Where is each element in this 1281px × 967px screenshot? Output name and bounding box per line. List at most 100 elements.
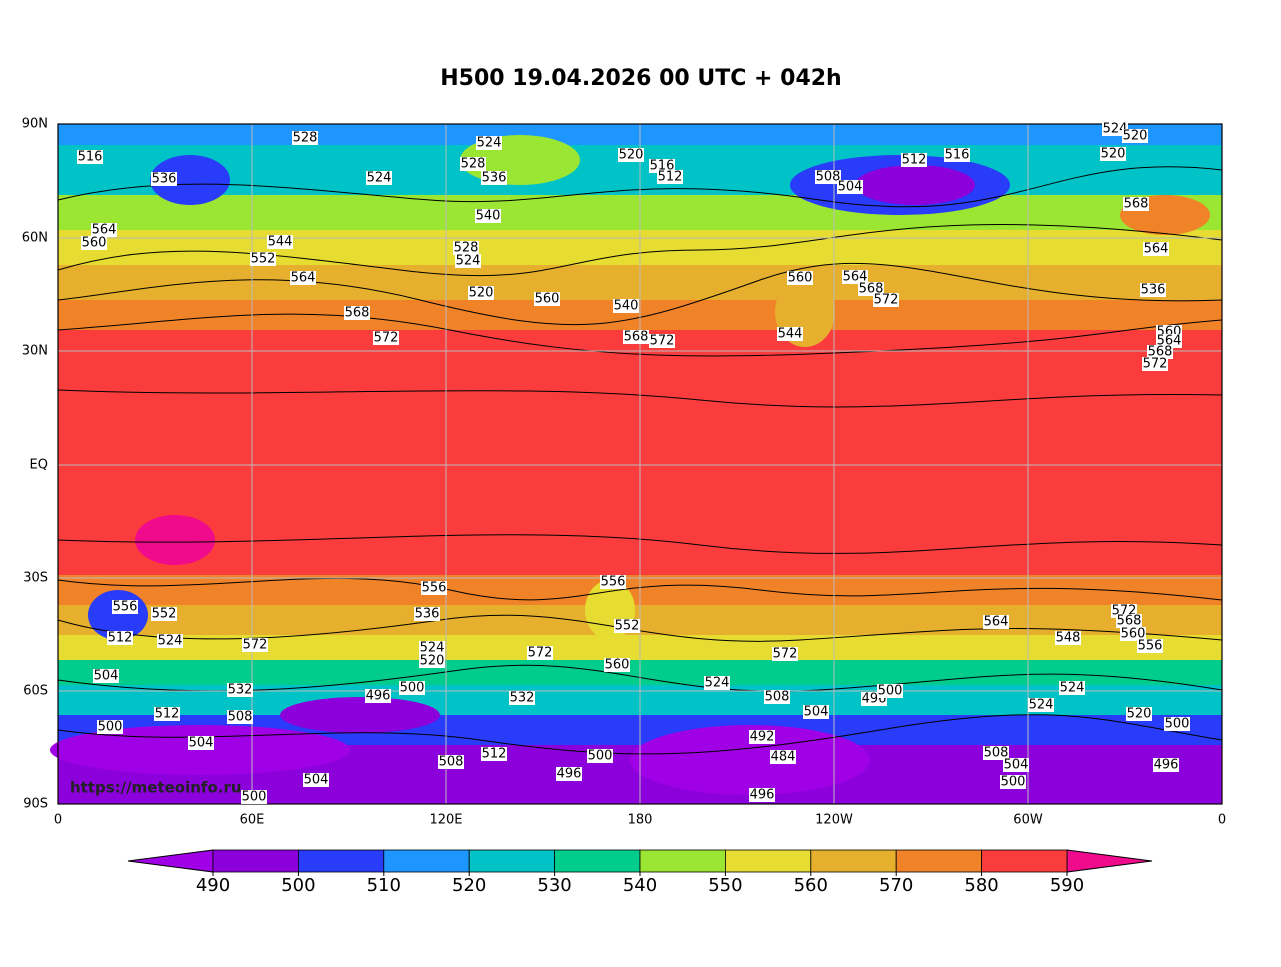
- contour-label-bg: [527, 646, 553, 660]
- contour-label: 496: [366, 689, 391, 704]
- contour-label-bg: [1116, 614, 1142, 628]
- contour-label-bg: [453, 241, 479, 255]
- contour-label: 544: [268, 235, 293, 250]
- lon-label: 180: [628, 813, 653, 828]
- colorbar-label: 490: [196, 875, 230, 896]
- contour-label: 556: [113, 600, 138, 615]
- contour-label-bg: [772, 647, 798, 661]
- contour-label: 520: [1127, 707, 1152, 722]
- colorbar-segment: [639, 849, 726, 873]
- contour-label: 572: [1143, 357, 1168, 372]
- colorbar-segment: [468, 849, 556, 873]
- colorbar-segment: [895, 849, 983, 873]
- contour-label-bg: [534, 292, 560, 306]
- contour-label: 536: [482, 171, 507, 186]
- contour-label: 484: [771, 750, 796, 765]
- contour-label-bg: [365, 689, 391, 703]
- contour-label-bg: [455, 254, 481, 268]
- contour-label-bg: [649, 159, 675, 173]
- lat-label: 30N: [22, 344, 48, 359]
- contour-label: 520: [1123, 129, 1148, 144]
- lon-label: 0: [54, 813, 62, 828]
- contour-label-bg: [1100, 147, 1126, 161]
- contour-label-bg: [657, 170, 683, 184]
- contour-label: 500: [98, 720, 123, 735]
- contour-label: 508: [228, 710, 253, 725]
- contour-label: 520: [619, 148, 644, 163]
- field-feature: [855, 165, 975, 205]
- contour-label-bg: [373, 331, 399, 345]
- contour-label-bg: [873, 293, 899, 307]
- colorbar-segment: [383, 849, 470, 873]
- contour-label-bg: [81, 236, 107, 250]
- contour-label: 512: [902, 153, 927, 168]
- contour-label: 504: [1004, 758, 1029, 773]
- contour-label: 564: [1144, 242, 1169, 257]
- contour-label-bg: [1120, 627, 1146, 641]
- contour-label: 512: [482, 747, 507, 762]
- contour-label: 492: [750, 730, 775, 745]
- colorbar-label: 590: [1050, 875, 1084, 896]
- lat-label: 90S: [23, 797, 48, 812]
- contour-label: 564: [843, 270, 868, 285]
- contour-label: 556: [601, 575, 626, 590]
- contour-label: 512: [108, 631, 133, 646]
- contour-label: 520: [469, 286, 494, 301]
- contour-label: 544: [778, 327, 803, 342]
- title: H500 19.04.2026 00 UTC + 042h: [440, 66, 841, 91]
- lat-label: 90N: [22, 117, 48, 132]
- contour-label-bg: [414, 607, 440, 621]
- contour-label: 564: [92, 223, 117, 238]
- contour-label: 528: [461, 157, 486, 172]
- contour-label-bg: [877, 684, 903, 698]
- contour-label-bg: [481, 747, 507, 761]
- contour-label: 524: [705, 676, 730, 691]
- contour-label: 532: [228, 683, 253, 698]
- colorbar-segment: [810, 849, 897, 873]
- contour-label: 568: [1124, 197, 1149, 212]
- field-feature: [280, 697, 440, 733]
- contour-label: 564: [984, 615, 1009, 630]
- lat-label: EQ: [30, 458, 48, 473]
- contour-label: 568: [624, 330, 649, 345]
- contour-label: 524: [1103, 122, 1128, 137]
- contour-label-bg: [1137, 639, 1163, 653]
- contour-label: 504: [838, 180, 863, 195]
- contour-label: 564: [1157, 334, 1182, 349]
- contour-label-bg: [476, 136, 502, 150]
- contour-label: 504: [804, 705, 829, 720]
- contour-label-bg: [815, 170, 841, 184]
- contour-label: 524: [158, 634, 183, 649]
- lon-label: 120E: [429, 813, 462, 828]
- colorbar-segment: [212, 849, 299, 873]
- contour-label-bg: [604, 658, 630, 672]
- contour-label: 548: [1056, 631, 1081, 646]
- contour-label-bg: [151, 607, 177, 621]
- contour-label-bg: [749, 730, 775, 744]
- watermark: https://meteoinfo.ru: [70, 779, 242, 797]
- colorbar-segment: [297, 849, 385, 873]
- contour-label: 504: [304, 773, 329, 788]
- contour-label-bg: [556, 767, 582, 781]
- contour-label: 508: [765, 690, 790, 705]
- contour-label: 500: [588, 749, 613, 764]
- contour-label-bg: [1003, 758, 1029, 772]
- contour-label-bg: [481, 171, 507, 185]
- contour-label: 516: [78, 150, 103, 165]
- contour-label-bg: [803, 705, 829, 719]
- field-feature: [630, 725, 870, 795]
- map-frame: [57, 123, 1223, 805]
- contour-label: 512: [155, 707, 180, 722]
- colorbar-label: 540: [623, 875, 657, 896]
- contour-label: 512: [658, 170, 683, 185]
- contour-label-bg: [107, 631, 133, 645]
- contour-label-bg: [438, 755, 464, 769]
- contour-label-bg: [600, 575, 626, 589]
- colorbar-label: 560: [794, 875, 828, 896]
- lat-label: 60N: [22, 231, 48, 246]
- contour-label: 560: [605, 658, 630, 673]
- contour-label-bg: [344, 306, 370, 320]
- lat-label: 30S: [23, 571, 48, 586]
- contour-label-bg: [419, 654, 445, 668]
- contour-label: 504: [189, 736, 214, 751]
